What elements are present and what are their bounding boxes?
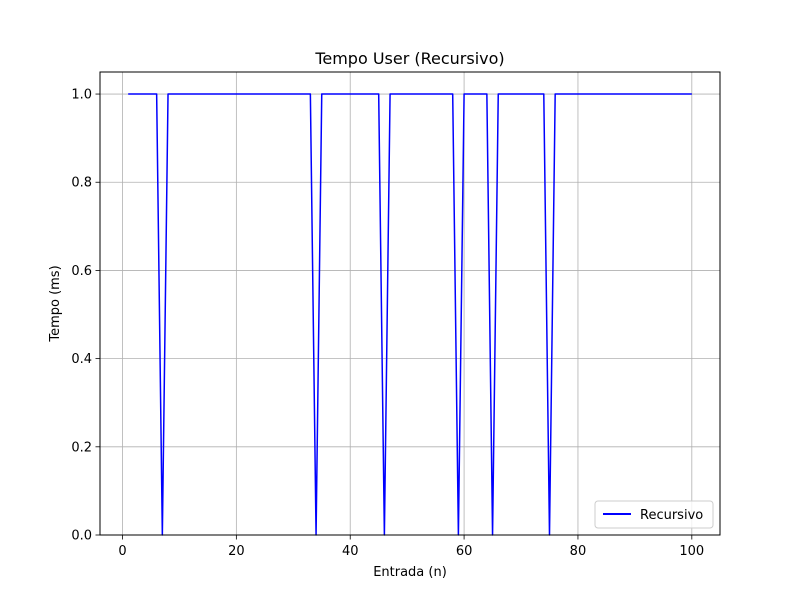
y-tick-label: 0.6 xyxy=(71,264,92,279)
x-tick-label: 60 xyxy=(456,544,473,559)
y-tick-label: 0.8 xyxy=(71,176,92,191)
y-tick-label: 0.4 xyxy=(71,352,92,367)
legend: Recursivo xyxy=(594,500,714,529)
y-tick-label: 0.2 xyxy=(71,440,92,455)
y-axis-ticks: 0.0 0.2 0.4 0.6 0.8 1.0 xyxy=(71,88,100,544)
grid-lines xyxy=(100,72,720,536)
x-tick-label: 80 xyxy=(570,544,587,559)
x-axis-title: Entrada (n) xyxy=(373,565,447,580)
x-axis-ticks: 0 20 40 60 80 100 xyxy=(118,535,704,559)
y-axis-title: Tempo (ms) xyxy=(48,265,63,342)
y-tick-label: 1.0 xyxy=(71,88,92,103)
y-tick-label: 0.0 xyxy=(71,529,92,544)
legend-label-recursivo: Recursivo xyxy=(640,508,703,523)
x-tick-label: 0 xyxy=(118,544,126,559)
series-layer xyxy=(128,93,692,536)
plot-area-frame xyxy=(99,71,721,536)
legend-box xyxy=(594,500,714,529)
x-tick-label: 100 xyxy=(679,544,704,559)
x-tick-label: 20 xyxy=(228,544,245,559)
chart-title: Tempo User (Recursivo) xyxy=(314,49,504,68)
series-line-recursivo xyxy=(128,93,692,536)
x-tick-label: 40 xyxy=(342,544,359,559)
